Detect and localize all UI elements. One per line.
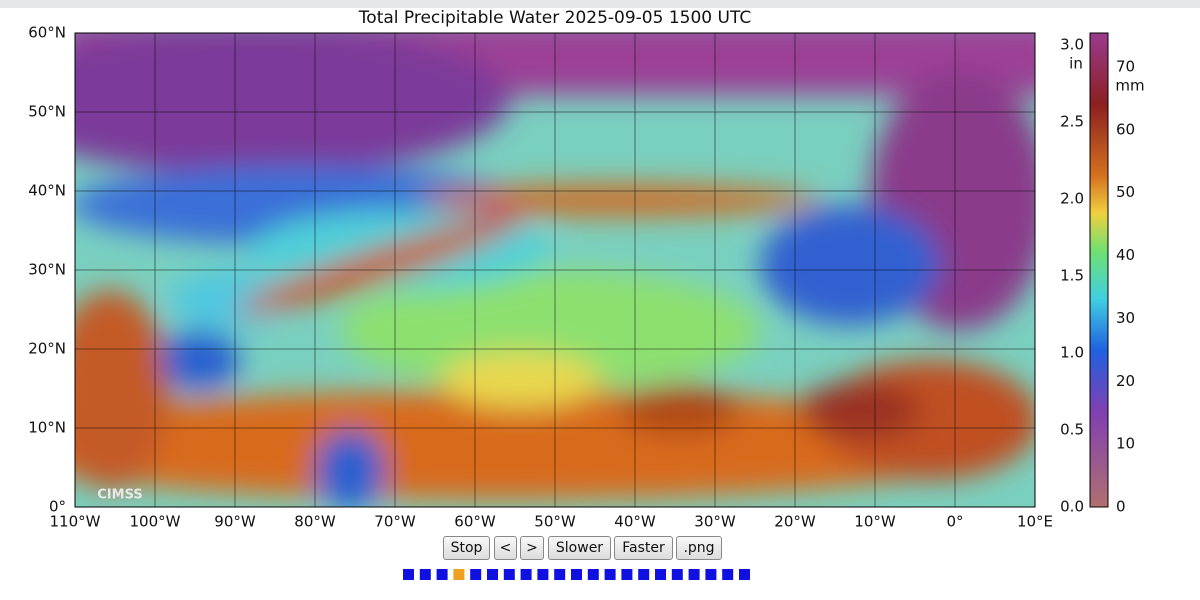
colorbar-unit: mm — [1115, 77, 1144, 95]
frame-indicator[interactable] — [604, 569, 616, 580]
control-button[interactable]: Slower — [548, 536, 611, 560]
precipitable-water-map — [75, 33, 1035, 507]
frame-indicator[interactable] — [638, 569, 650, 580]
control-button[interactable]: .png — [676, 536, 722, 560]
colorbar-label: 2.5 — [1060, 113, 1084, 131]
lat-label: 50°N — [28, 103, 66, 121]
lat-label: 0° — [49, 498, 66, 516]
control-button[interactable]: < — [494, 536, 517, 560]
lon-label: 20°W — [774, 513, 816, 531]
map-title: Total Precipitable Water 2025-09-05 1500… — [358, 8, 751, 28]
lat-label: 10°N — [28, 419, 66, 437]
lat-label: 60°N — [28, 24, 66, 42]
colorbar-label: 70 — [1116, 58, 1135, 76]
control-button[interactable]: Faster — [614, 536, 673, 560]
lon-label: 80°W — [294, 513, 336, 531]
frame-indicator[interactable] — [419, 569, 431, 580]
lon-label: 0° — [946, 513, 963, 531]
frame-indicator[interactable] — [571, 569, 582, 580]
colorbar-unit: in — [1069, 55, 1083, 73]
lon-label: 50°W — [534, 513, 576, 531]
frame-indicator[interactable] — [739, 569, 750, 580]
frame-indicator[interactable] — [503, 569, 515, 580]
colorbar-label: 3.0 — [1060, 36, 1084, 54]
frame-indicator[interactable] — [688, 569, 700, 580]
control-button[interactable]: Stop — [443, 536, 490, 560]
lat-label: 40°N — [28, 182, 66, 200]
frame-indicator[interactable] — [520, 569, 532, 580]
colorbar-label: 0.0 — [1060, 498, 1084, 516]
lon-label: 90°W — [214, 513, 256, 531]
frame-indicator[interactable] — [705, 569, 717, 580]
frame-indicator[interactable] — [537, 569, 549, 580]
colorbar-label: 0.5 — [1060, 421, 1084, 439]
colorbar-label: 60 — [1116, 120, 1135, 138]
lon-label: 40°W — [614, 513, 656, 531]
lon-label: 10°W — [854, 513, 896, 531]
lon-label: 100°W — [130, 513, 181, 531]
frame-indicator[interactable] — [722, 569, 734, 580]
colorbar-label: 2.0 — [1060, 190, 1084, 208]
colorbar-label: 40 — [1116, 246, 1135, 264]
colorbar-label: 1.0 — [1060, 344, 1084, 362]
lon-label: 70°W — [374, 513, 416, 531]
colorbar-label: 20 — [1116, 372, 1135, 390]
lon-label: 110°W — [50, 513, 101, 531]
frame-indicator[interactable] — [587, 569, 599, 580]
frame-indicator[interactable] — [453, 569, 465, 580]
colorbar-label: 30 — [1116, 309, 1135, 327]
logo: CIMSS — [97, 488, 142, 503]
lon-label: 60°W — [454, 513, 496, 531]
frame-indicator[interactable] — [470, 569, 482, 580]
frame-indicator[interactable] — [554, 569, 566, 580]
colorbar-label: 1.5 — [1060, 267, 1084, 285]
frame-indicator[interactable] — [655, 569, 666, 580]
colorbar — [1089, 32, 1109, 508]
frame-indicator[interactable] — [487, 569, 498, 580]
map-frame — [74, 32, 1036, 508]
control-button[interactable]: > — [520, 536, 544, 560]
colorbar-label: 10 — [1116, 435, 1135, 453]
top-bar — [0, 0, 1200, 8]
frame-indicator[interactable] — [403, 569, 414, 580]
frame-indicator[interactable] — [436, 569, 448, 580]
colorbar-label: 0 — [1116, 498, 1126, 516]
colorbar-label: 50 — [1116, 183, 1135, 201]
lon-label: 30°W — [694, 513, 736, 531]
frame-indicator[interactable] — [671, 569, 683, 580]
frame-indicator[interactable] — [621, 569, 633, 580]
lon-label: 10°E — [1017, 513, 1053, 531]
lat-label: 20°N — [28, 340, 66, 358]
lat-label: 30°N — [28, 261, 66, 279]
